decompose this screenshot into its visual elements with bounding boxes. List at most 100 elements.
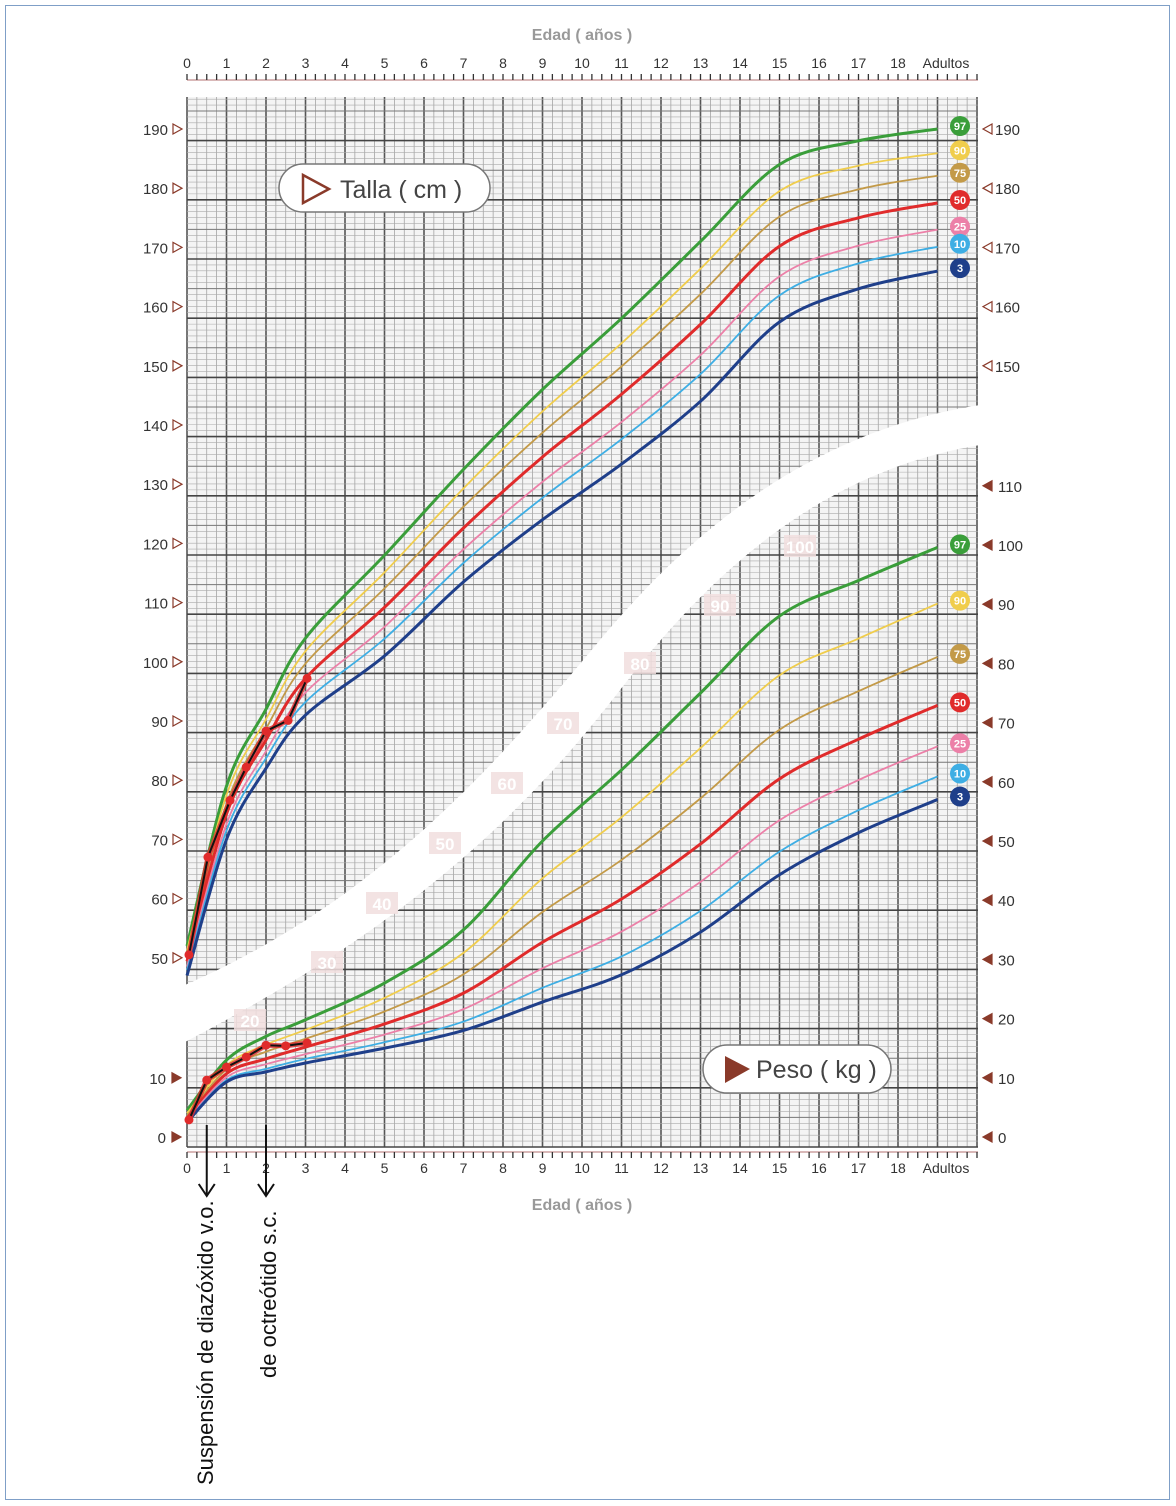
x-tick-label: 6 (420, 1160, 428, 1176)
weight-percentile-75-badge (950, 643, 970, 664)
annotation-arrow-head (197, 1183, 216, 1198)
weight-percentile-3-line (185, 798, 939, 1124)
height-tick-right: 160 (995, 300, 1020, 317)
height-tick-left: 180 (143, 181, 168, 198)
height-tick-right: 190 (995, 122, 1020, 139)
x-tick-label: Adultos (923, 1160, 970, 1176)
height-percentile-25-line (186, 228, 938, 967)
weight-percentile-10-line (186, 775, 938, 1122)
height-percentile-10-badge (950, 233, 970, 254)
diagonal-label-bg (704, 594, 736, 616)
height-tick-marker (172, 359, 184, 372)
height-percentile-90-line (186, 152, 938, 951)
height-patient-point (203, 852, 213, 862)
diagonal-label-bg (784, 535, 816, 557)
x-tick-label: 8 (499, 1160, 507, 1176)
height-tick-left: 190 (143, 122, 168, 139)
x-tick-label: 5 (381, 55, 389, 71)
annotation-arrow-head (257, 1183, 275, 1198)
weight-title-pill (702, 1044, 892, 1094)
height-tick-marker (172, 774, 184, 787)
diagonal-weight-label: 60 (498, 775, 517, 794)
x-tick-label: 8 (499, 55, 507, 71)
height-percentile-75-label: 75 (954, 168, 966, 180)
height-tick-left: 140 (143, 418, 168, 435)
height-tick-marker (981, 241, 993, 254)
diagonal-weight-label: 70 (554, 715, 573, 734)
height-title-pill (278, 163, 491, 213)
x-tick-label: 9 (539, 1160, 547, 1176)
x-axis-title-bottom: Edad ( años ) (532, 1197, 632, 1214)
x-tick-label: 11 (614, 55, 629, 71)
x-tick-label: 16 (811, 1160, 827, 1176)
diagonal-label-bg (547, 712, 579, 734)
height-tick-left: 110 (144, 596, 168, 613)
weight-tick-marker (981, 716, 993, 729)
height-tick-marker (172, 892, 184, 905)
weight-percentile-50-label: 50 (954, 697, 966, 709)
x-tick-label: 6 (420, 55, 428, 71)
height-percentile-90-label: 90 (954, 145, 966, 157)
weight-tick-marker (171, 1071, 183, 1084)
height-tick-marker (172, 596, 184, 609)
weight-percentile-10-label: 10 (954, 768, 966, 780)
grid (186, 97, 978, 1148)
weight-percentile-90-badge (950, 590, 970, 611)
x-tick-label: 17 (851, 55, 867, 71)
height-percentile-50-label: 50 (954, 195, 966, 207)
height-tick-marker (172, 300, 184, 313)
height-percentile-97-label: 97 (954, 121, 966, 133)
height-tick-left: 90 (151, 714, 168, 731)
weight-tick-marker (981, 1130, 993, 1144)
height-percentile-3-label: 3 (957, 263, 963, 275)
weight-percentile-25-line (186, 745, 938, 1121)
weight-tick-right: 60 (998, 775, 1015, 792)
x-tick-label: 9 (539, 55, 547, 71)
height-tick-left: 50 (151, 951, 168, 968)
height-tick-left: 150 (143, 359, 168, 376)
height-percentile-50-badge (950, 190, 970, 210)
height-tick-marker (172, 241, 184, 254)
height-percentile-3-badge (950, 258, 970, 279)
height-tick-right: 150 (995, 359, 1020, 376)
height-patient-point (184, 950, 194, 960)
weight-percentile-25-badge (950, 733, 970, 754)
x-tick-label: 3 (302, 1160, 310, 1176)
height-tick-marker (172, 833, 184, 846)
x-tick-label: 15 (772, 55, 788, 71)
panel-separator-band (185, 405, 980, 1042)
weight-tick-right: 40 (998, 893, 1015, 910)
weight-percentile-3-badge (950, 786, 970, 807)
weight-tick-right: 30 (998, 952, 1015, 969)
diagonal-weight-label: 30 (318, 954, 337, 973)
x-tick-label: 11 (614, 1160, 629, 1176)
weight-percentile-97-badge (950, 534, 970, 555)
x-axis-title-top: Edad ( años ) (532, 27, 632, 44)
x-tick-label: 17 (851, 1160, 867, 1176)
play-outline-icon (301, 172, 332, 206)
x-tick-label: 7 (460, 1160, 468, 1176)
height-percentile-97-badge (950, 116, 970, 136)
x-tick-label: 1 (223, 55, 231, 71)
weight-tick-marker (981, 1071, 993, 1084)
diagonal-weight-label: 50 (436, 835, 455, 854)
x-tick-label: Adultos (923, 55, 970, 71)
height-tick-left: 70 (151, 832, 168, 849)
height-tick-marker (172, 418, 184, 432)
height-patient-point (261, 726, 271, 736)
height-tick-marker (981, 182, 993, 195)
x-tick-label: 18 (890, 1160, 906, 1176)
weight-percentile-90-label: 90 (954, 596, 966, 608)
weight-panel-title: Peso ( kg ) (756, 1056, 877, 1084)
height-percentile-75-badge (950, 162, 970, 183)
x-tick-label: 12 (653, 55, 669, 71)
height-panel-title: Talla ( cm ) (340, 176, 462, 204)
weight-tick-marker (981, 894, 993, 907)
x-tick-label: 12 (653, 1160, 669, 1176)
weight-percentile-50-line (185, 704, 939, 1120)
x-tick-label: 15 (772, 1160, 788, 1176)
weight-patient-point (302, 1038, 312, 1048)
diagonal-label-bg (234, 1009, 266, 1031)
height-tick-marker (172, 122, 184, 136)
weight-percentile-75-line (186, 656, 938, 1117)
